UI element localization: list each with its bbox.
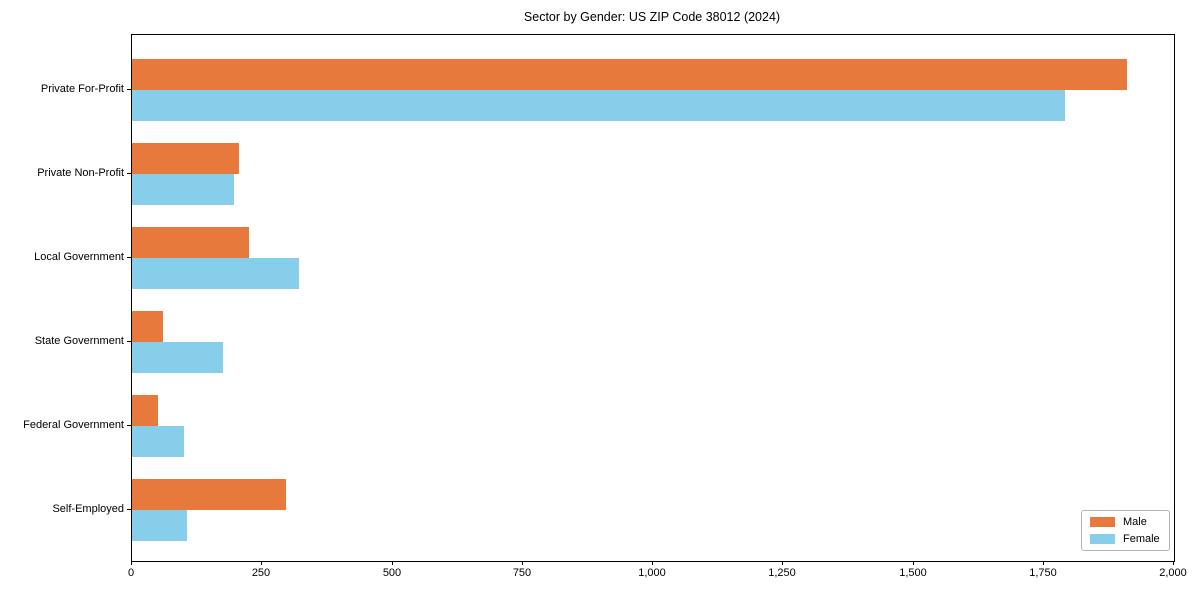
plot-area [131, 34, 1175, 562]
x-tick-label: 0 [127, 567, 135, 579]
y-tick-mark [127, 89, 131, 90]
y-axis-label-self-employed: Self-Employed [52, 503, 124, 515]
bar-male-private-for-profit [132, 59, 1127, 90]
x-tick-mark [913, 561, 914, 565]
y-tick-mark [127, 341, 131, 342]
y-axis-label-local-government: Local Government [34, 251, 124, 263]
y-axis-label-private-for-profit: Private For-Profit [40, 83, 124, 95]
legend-item-female: Female [1090, 532, 1161, 545]
bar-male-state-government [132, 311, 163, 342]
bar-female-state-government [132, 342, 223, 373]
y-axis-label-federal-government: Federal Government [23, 419, 124, 431]
bar-female-local-government [132, 258, 299, 289]
x-tick-label: 750 [512, 567, 532, 579]
x-tick-label: 500 [382, 567, 402, 579]
x-tick-mark [131, 561, 132, 565]
bar-male-self-employed [132, 479, 286, 510]
legend-item-male: Male [1090, 515, 1161, 528]
x-tick-mark [652, 561, 653, 565]
bar-male-local-government [132, 227, 249, 258]
bar-female-self-employed [132, 510, 187, 541]
legend-swatch-female [1090, 534, 1115, 544]
y-tick-mark [127, 509, 131, 510]
x-tick-label: 250 [251, 567, 271, 579]
bar-female-private-non-profit [132, 174, 234, 205]
x-tick-mark [261, 561, 262, 565]
x-tick-label: 1,500 [899, 567, 927, 579]
legend: Male Female [1081, 510, 1170, 551]
bar-male-private-non-profit [132, 143, 239, 174]
x-tick-mark [1043, 561, 1044, 565]
chart-title: Sector by Gender: US ZIP Code 38012 (202… [523, 10, 781, 24]
y-axis-label-private-non-profit: Private Non-Profit [37, 167, 124, 179]
legend-label-male: Male [1123, 515, 1147, 528]
x-tick-label: 1,000 [638, 567, 666, 579]
bar-male-federal-government [132, 395, 158, 426]
x-tick-mark [392, 561, 393, 565]
y-axis-label-state-government: State Government [34, 335, 124, 347]
y-tick-mark [127, 257, 131, 258]
legend-swatch-male [1090, 517, 1115, 527]
y-tick-mark [127, 173, 131, 174]
y-tick-mark [127, 425, 131, 426]
x-tick-mark [782, 561, 783, 565]
x-tick-label: 2,000 [1159, 567, 1187, 579]
x-tick-mark [1173, 561, 1174, 565]
x-tick-mark [522, 561, 523, 565]
bar-female-private-for-profit [132, 90, 1065, 121]
x-tick-label: 1,250 [768, 567, 796, 579]
bar-female-federal-government [132, 426, 184, 457]
legend-label-female: Female [1123, 532, 1160, 545]
x-tick-label: 1,750 [1029, 567, 1057, 579]
